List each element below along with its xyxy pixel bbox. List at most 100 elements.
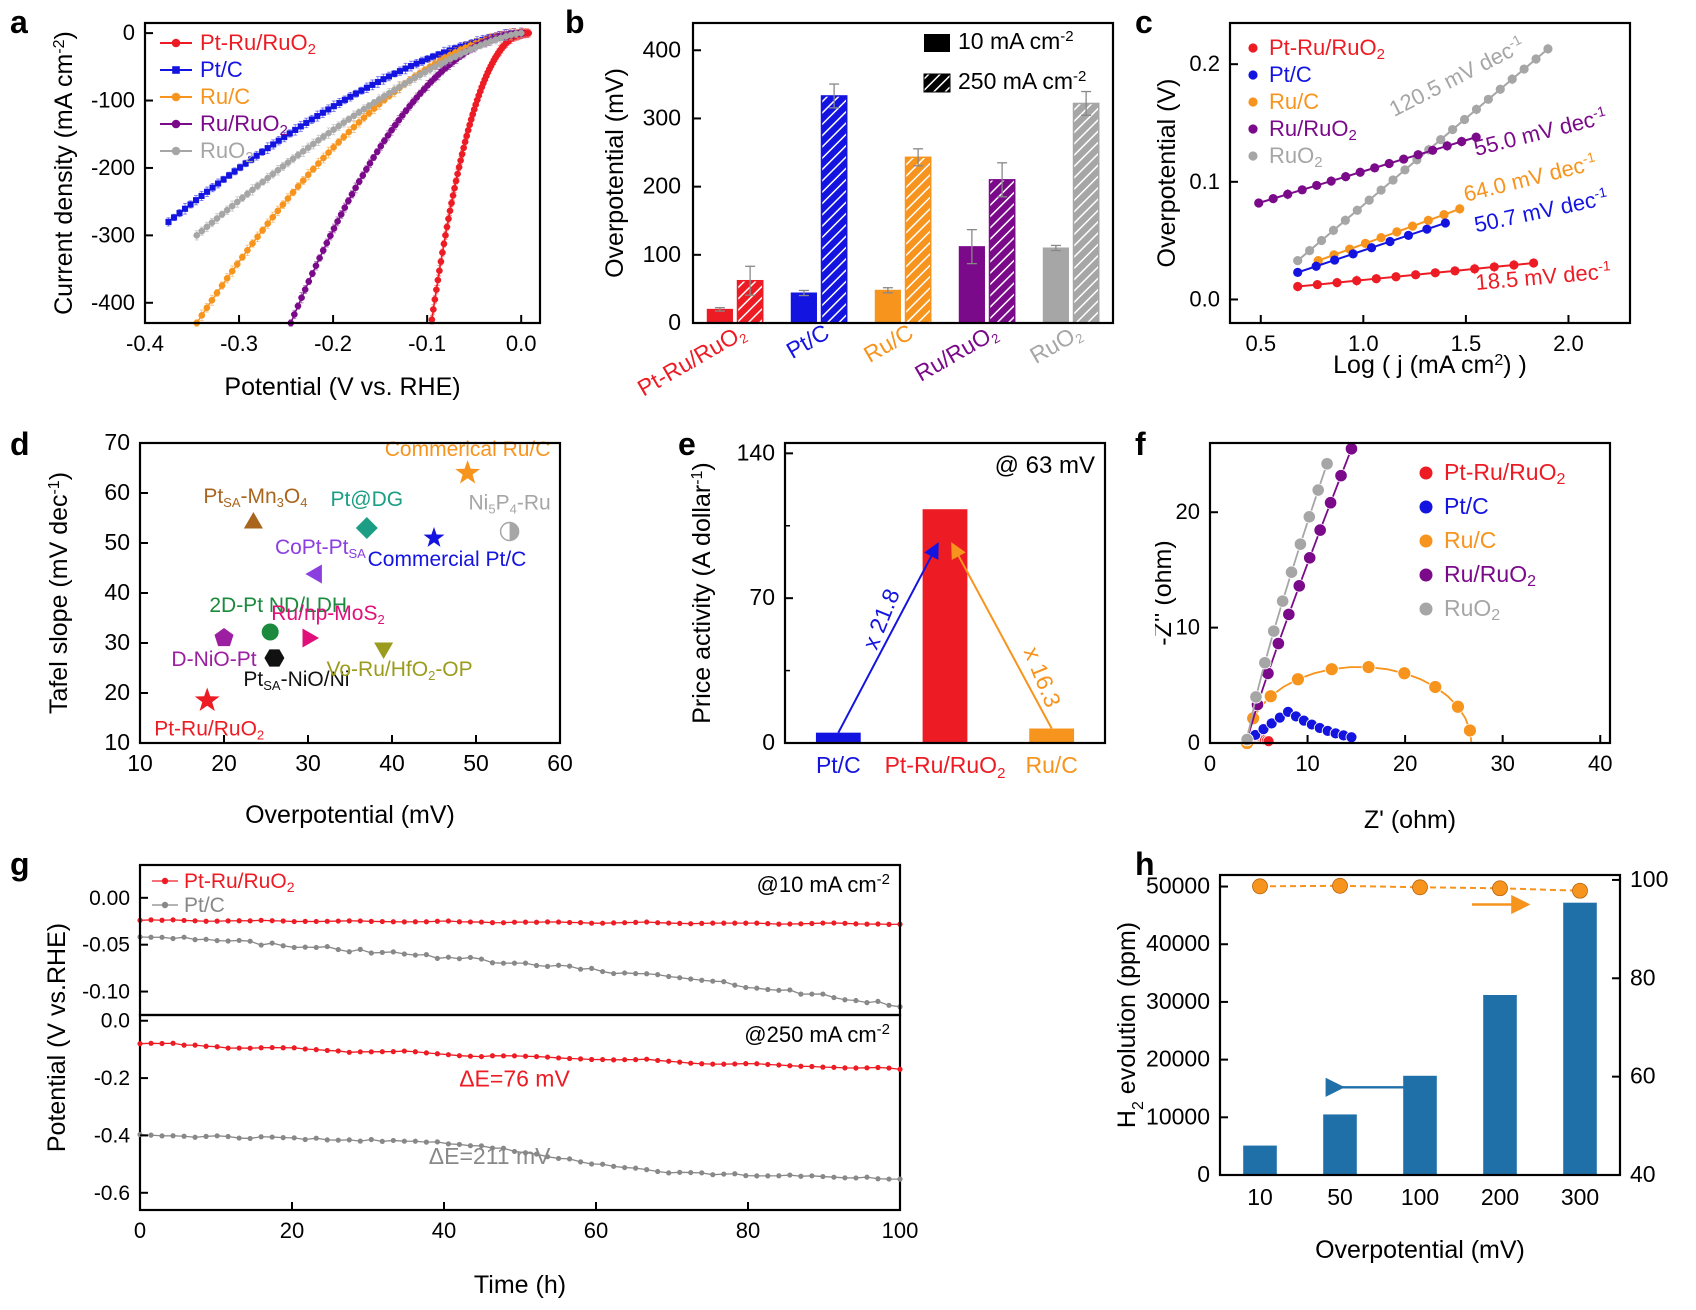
- svg-text:Ru/C: Ru/C: [1025, 752, 1077, 778]
- svg-text:Pt-Ru/RuO2: Pt-Ru/RuO2: [633, 319, 751, 403]
- svg-text:-0.2: -0.2: [314, 331, 352, 356]
- svg-text:-0.6: -0.6: [94, 1182, 130, 1205]
- svg-text:0.5: 0.5: [1245, 331, 1276, 356]
- svg-text:Time (h): Time (h): [474, 1271, 566, 1299]
- svg-text:400: 400: [643, 36, 681, 62]
- svg-text:Pt/C: Pt/C: [200, 57, 243, 82]
- svg-text:40: 40: [1588, 751, 1612, 776]
- svg-text:ΔE=76 mV: ΔE=76 mV: [459, 1066, 570, 1092]
- svg-text:20: 20: [1393, 751, 1417, 776]
- svg-text:80: 80: [1630, 964, 1656, 990]
- svg-text:0: 0: [1197, 1161, 1210, 1187]
- svg-text:Overpotential (mV): Overpotential (mV): [1315, 1236, 1525, 1264]
- svg-text:ΔE=211 mV: ΔE=211 mV: [429, 1143, 551, 1169]
- svg-text:20: 20: [104, 679, 130, 705]
- svg-text:0.1: 0.1: [1189, 169, 1220, 194]
- svg-text:30000: 30000: [1146, 988, 1210, 1014]
- svg-text:60: 60: [547, 750, 573, 776]
- svg-text:RuO2: RuO2: [1269, 143, 1323, 171]
- svg-text:Ru/C: Ru/C: [1444, 527, 1496, 553]
- svg-text:-300: -300: [91, 222, 135, 247]
- svg-text:Pt-Ru/RuO2: Pt-Ru/RuO2: [200, 30, 316, 58]
- svg-text:200: 200: [643, 173, 681, 199]
- svg-text:-0.05: -0.05: [82, 934, 130, 957]
- svg-text:250 mA cm-2: 250 mA cm-2: [958, 68, 1086, 94]
- svg-text:100: 100: [643, 241, 681, 267]
- svg-text:0.0: 0.0: [1189, 286, 1220, 311]
- svg-text:40000: 40000: [1146, 930, 1210, 956]
- svg-text:70: 70: [104, 429, 130, 455]
- svg-text:Ru/C: Ru/C: [200, 84, 250, 109]
- svg-text:x 16.3: x 16.3: [1019, 643, 1067, 711]
- svg-text:60: 60: [1630, 1063, 1656, 1089]
- svg-text:2.0: 2.0: [1553, 331, 1584, 356]
- svg-text:10 mA cm-2: 10 mA cm-2: [958, 28, 1074, 54]
- svg-text:Pt/C: Pt/C: [1269, 62, 1312, 87]
- svg-text:100: 100: [1630, 866, 1668, 892]
- svg-text:200: 200: [1481, 1184, 1519, 1210]
- svg-text:10: 10: [127, 750, 153, 776]
- svg-text:Ru/np-MoS2: Ru/np-MoS2: [271, 602, 384, 627]
- svg-text:50: 50: [1327, 1184, 1353, 1210]
- svg-text:Pt-Ru/RuO2: Pt-Ru/RuO2: [184, 870, 295, 895]
- svg-text:Ni5P4-Ru: Ni5P4-Ru: [469, 492, 551, 517]
- svg-text:0.00: 0.00: [89, 887, 130, 910]
- svg-text:@10 mA cm-2: @10 mA cm-2: [757, 871, 890, 897]
- svg-text:-0.1: -0.1: [408, 331, 446, 356]
- svg-text:RuO2: RuO2: [1444, 595, 1500, 624]
- svg-text:Log ( j (mA cm2) ): Log ( j (mA cm2) ): [1333, 351, 1527, 379]
- svg-text:Pt-Ru/RuO2: Pt-Ru/RuO2: [1444, 459, 1565, 488]
- svg-text:@ 63 mV: @ 63 mV: [995, 452, 1095, 479]
- svg-text:Potential (V vs. RHE): Potential (V vs. RHE): [224, 373, 460, 401]
- svg-text:10: 10: [1247, 1184, 1273, 1210]
- svg-text:-Z'' (ohm): -Z'' (ohm): [1155, 540, 1177, 645]
- svg-text:Pt/C: Pt/C: [782, 319, 834, 364]
- svg-text:@250 mA cm-2: @250 mA cm-2: [744, 1021, 890, 1047]
- svg-text:60: 60: [104, 479, 130, 505]
- svg-text:0: 0: [1204, 751, 1216, 776]
- svg-text:Pt-Ru/RuO2: Pt-Ru/RuO2: [1269, 35, 1385, 63]
- svg-text:30: 30: [1490, 751, 1514, 776]
- svg-text:Pt/C: Pt/C: [184, 894, 225, 917]
- svg-text:Commerical Ru/C: Commerical Ru/C: [385, 438, 551, 461]
- svg-text:10: 10: [104, 729, 130, 755]
- svg-text:120.5 mV dec-1: 120.5 mV dec-1: [1385, 31, 1529, 122]
- svg-text:-100: -100: [91, 88, 135, 113]
- svg-text:H2 evolution (ppm): H2 evolution (ppm): [1113, 922, 1147, 1128]
- svg-text:Tafel slope (mV dec-1): Tafel slope (mV dec-1): [45, 472, 73, 714]
- svg-text:-400: -400: [91, 290, 135, 315]
- svg-text:80: 80: [736, 1218, 760, 1243]
- svg-text:10: 10: [1295, 751, 1319, 776]
- svg-text:40: 40: [1630, 1161, 1656, 1187]
- svg-text:-0.10: -0.10: [82, 981, 130, 1004]
- svg-text:50: 50: [463, 750, 489, 776]
- svg-text:10: 10: [1176, 615, 1200, 640]
- svg-text:-200: -200: [91, 155, 135, 180]
- svg-text:20: 20: [280, 1218, 304, 1243]
- svg-text:100: 100: [1401, 1184, 1439, 1210]
- svg-text:50: 50: [104, 529, 130, 555]
- svg-text:Pt/C: Pt/C: [1444, 493, 1489, 519]
- svg-text:20000: 20000: [1146, 1046, 1210, 1072]
- svg-text:PtSA-Mn3O4: PtSA-Mn3O4: [203, 485, 307, 510]
- svg-text:Ru/C: Ru/C: [1269, 89, 1319, 114]
- svg-text:20: 20: [1176, 499, 1200, 524]
- svg-text:Ru/RuO2: Ru/RuO2: [910, 319, 1002, 388]
- svg-text:10000: 10000: [1146, 1103, 1210, 1129]
- svg-text:CoPt-PtSA: CoPt-PtSA: [275, 536, 366, 561]
- svg-text:0.0: 0.0: [101, 1010, 130, 1033]
- svg-text:Ru/RuO2: Ru/RuO2: [1444, 561, 1536, 590]
- svg-text:40: 40: [432, 1218, 456, 1243]
- svg-text:-0.2: -0.2: [94, 1067, 130, 1090]
- svg-text:Price activity (A dollar-1): Price activity (A dollar-1): [690, 462, 716, 724]
- svg-text:Potential (V vs.RHE): Potential (V vs.RHE): [45, 923, 71, 1152]
- svg-text:100: 100: [882, 1218, 919, 1243]
- svg-text:0.0: 0.0: [506, 331, 537, 356]
- svg-text:Overpotential (V): Overpotential (V): [1155, 79, 1181, 268]
- svg-text:RuO2: RuO2: [200, 138, 254, 166]
- svg-text:Vo-Ru/HfO2-OP: Vo-Ru/HfO2-OP: [327, 658, 473, 683]
- svg-text:0: 0: [123, 20, 135, 45]
- svg-text:-0.3: -0.3: [220, 331, 258, 356]
- svg-text:50000: 50000: [1146, 873, 1210, 899]
- svg-text:300: 300: [643, 104, 681, 130]
